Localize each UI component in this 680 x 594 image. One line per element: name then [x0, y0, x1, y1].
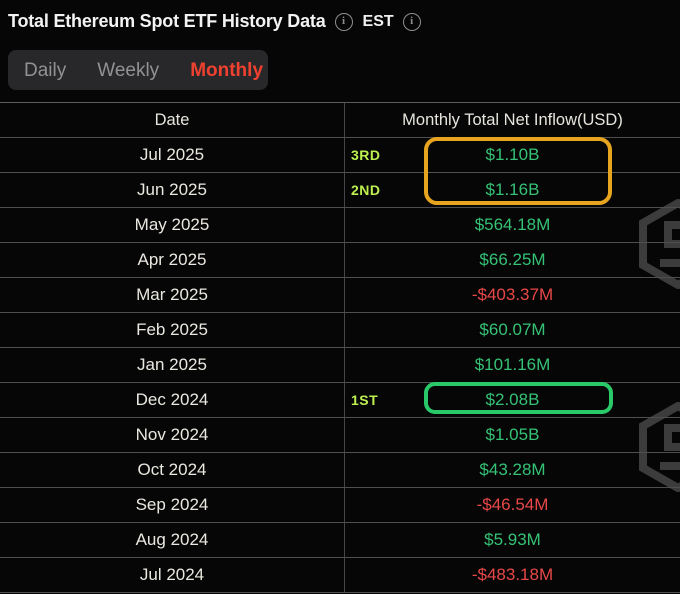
date-cell: Jan 2025: [0, 348, 345, 382]
etf-history-table: Date Monthly Total Net Inflow(USD) Jul 2…: [0, 102, 680, 593]
column-header-date: Date: [0, 103, 345, 137]
table-row[interactable]: Jun 2025 2ND $1.16B: [0, 173, 680, 208]
date-cell: Aug 2024: [0, 523, 345, 557]
inflow-value: $43.28M: [479, 460, 546, 479]
table-header-row: Date Monthly Total Net Inflow(USD): [0, 103, 680, 138]
inflow-value: $101.16M: [474, 355, 551, 374]
date-cell: Dec 2024: [0, 383, 345, 417]
table-row[interactable]: Jul 2025 3RD $1.10B: [0, 138, 680, 173]
table-row[interactable]: Aug 2024 $5.93M: [0, 523, 680, 558]
date-cell: Mar 2025: [0, 278, 345, 312]
date-cell: May 2025: [0, 208, 345, 242]
inflow-value: -$46.54M: [476, 495, 549, 514]
table-row[interactable]: May 2025 $564.18M: [0, 208, 680, 243]
date-cell: Oct 2024: [0, 453, 345, 487]
table-row[interactable]: Sep 2024 -$46.54M: [0, 488, 680, 523]
rank-badge: 2ND: [351, 182, 381, 198]
table-row[interactable]: Nov 2024 $1.05B: [0, 418, 680, 453]
page-title: Total Ethereum Spot ETF History Data: [8, 11, 326, 31]
date-cell: Nov 2024: [0, 418, 345, 452]
column-header-inflow: Monthly Total Net Inflow(USD): [402, 110, 623, 129]
table-row[interactable]: Dec 2024 1ST $2.08B: [0, 383, 680, 418]
rank-badge: 3RD: [351, 147, 381, 163]
inflow-value: $5.93M: [484, 530, 541, 549]
inflow-value: $66.25M: [479, 250, 546, 269]
inflow-value: -$403.37M: [471, 285, 554, 304]
inflow-value: $2.08B: [485, 390, 540, 409]
inflow-value: $1.16B: [485, 180, 540, 199]
table-row[interactable]: Jan 2025 $101.16M: [0, 348, 680, 383]
table-row[interactable]: Apr 2025 $66.25M: [0, 243, 680, 278]
tab-daily[interactable]: Daily: [24, 59, 67, 81]
inflow-value: -$483.18M: [471, 565, 554, 584]
date-cell: Feb 2025: [0, 313, 345, 347]
date-cell: Jul 2025: [0, 138, 345, 172]
tab-monthly[interactable]: Monthly: [190, 59, 264, 81]
table-row[interactable]: Jul 2024 -$483.18M: [0, 558, 680, 593]
title-info-icon[interactable]: i: [334, 12, 353, 31]
date-cell: Sep 2024: [0, 488, 345, 522]
interval-tabs: Daily Weekly Monthly: [8, 50, 268, 90]
date-cell: Apr 2025: [0, 243, 345, 277]
inflow-value: $1.10B: [485, 145, 540, 164]
table-row[interactable]: Mar 2025 -$403.37M: [0, 278, 680, 313]
table-row[interactable]: Oct 2024 $43.28M: [0, 453, 680, 488]
date-cell: Jul 2024: [0, 558, 345, 592]
timezone-label: EST: [362, 12, 394, 30]
inflow-value: $1.05B: [485, 425, 540, 444]
rank-badge: 1ST: [351, 392, 379, 408]
timezone-info-icon[interactable]: i: [402, 12, 421, 31]
page-header: Total Ethereum Spot ETF History Data i E…: [0, 0, 680, 34]
inflow-value: $564.18M: [474, 215, 551, 234]
inflow-value: $60.07M: [479, 320, 546, 339]
date-cell: Jun 2025: [0, 173, 345, 207]
table-row[interactable]: Feb 2025 $60.07M: [0, 313, 680, 348]
tab-weekly[interactable]: Weekly: [97, 59, 160, 81]
